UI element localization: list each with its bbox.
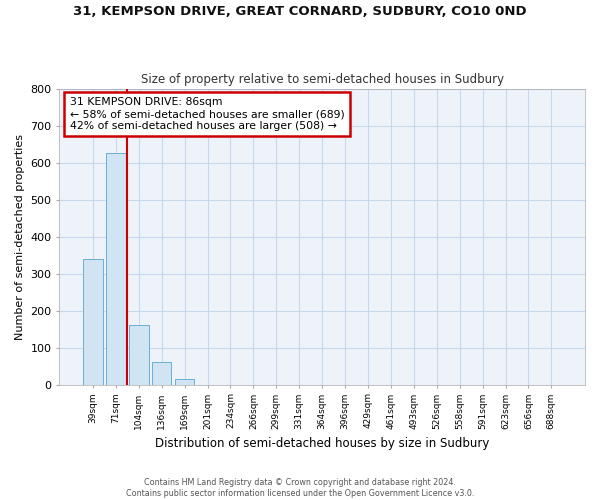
Bar: [175, 379, 194, 384]
Text: 31, KEMPSON DRIVE, GREAT CORNARD, SUDBURY, CO10 0ND: 31, KEMPSON DRIVE, GREAT CORNARD, SUDBUR…: [73, 5, 527, 18]
Text: 31 KEMPSON DRIVE: 86sqm
← 58% of semi-detached houses are smaller (689)
42% of s: 31 KEMPSON DRIVE: 86sqm ← 58% of semi-de…: [70, 98, 344, 130]
Bar: [129, 326, 149, 384]
Bar: [83, 259, 103, 384]
Bar: [106, 154, 125, 384]
Text: Contains HM Land Registry data © Crown copyright and database right 2024.
Contai: Contains HM Land Registry data © Crown c…: [126, 478, 474, 498]
Y-axis label: Number of semi-detached properties: Number of semi-detached properties: [15, 134, 25, 340]
X-axis label: Distribution of semi-detached houses by size in Sudbury: Distribution of semi-detached houses by …: [155, 437, 490, 450]
Bar: [152, 362, 172, 384]
Title: Size of property relative to semi-detached houses in Sudbury: Size of property relative to semi-detach…: [140, 73, 504, 86]
